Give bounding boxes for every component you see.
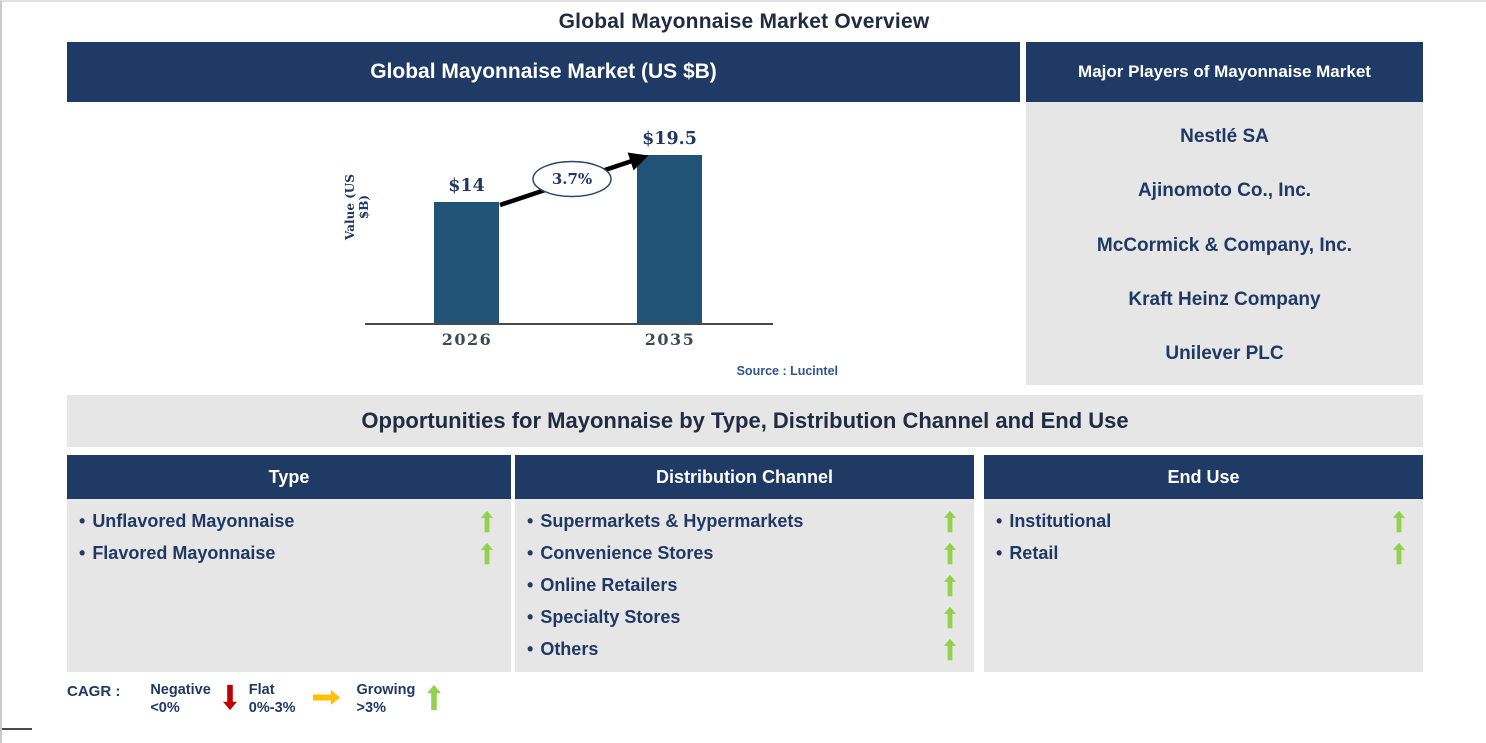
- item-label: Others: [540, 638, 599, 659]
- item-label: Online Retailers: [540, 574, 678, 595]
- column-header-type: Type: [67, 455, 511, 499]
- list-item: • Retail: [984, 537, 1423, 569]
- item-label: Convenience Stores: [540, 542, 714, 563]
- legend-item-flat: Flat 0%-3%: [249, 681, 296, 717]
- list-item: • Convenience Stores: [515, 537, 974, 569]
- growth-up-arrow-icon: [1393, 510, 1405, 532]
- bullet-icon: •: [527, 574, 534, 595]
- bar-group-2035: $19.5: [637, 129, 702, 323]
- svg-text:3.7%: 3.7%: [552, 170, 592, 188]
- column-body-distribution-channel: • Supermarkets & Hypermarkets • Convenie…: [515, 499, 974, 672]
- bullet-icon: •: [527, 510, 534, 531]
- market-chart: Value (US $B) $14 $19.5 2026 2035 3.7% S…: [67, 102, 1020, 392]
- major-players-list: Nestlé SA Ajinomoto Co., Inc. McCormick …: [1026, 102, 1423, 385]
- column-body-type: • Unflavored Mayonnaise • Flavored Mayon…: [67, 499, 511, 672]
- bullet-icon: •: [527, 606, 534, 627]
- major-players-header: Major Players of Mayonnaise Market: [1026, 42, 1423, 102]
- x-tick-2035: 2035: [644, 330, 696, 349]
- list-item: • Unflavored Mayonnaise: [67, 505, 511, 537]
- bar-2035: [637, 155, 702, 323]
- cagr-arrow-and-ellipse: 3.7%: [499, 152, 649, 208]
- page-title: Global Mayonnaise Market Overview: [558, 10, 930, 33]
- bar-2026: [434, 202, 499, 323]
- legend-item-name: Growing: [356, 682, 416, 698]
- down-arrow-icon: [222, 684, 237, 711]
- value-label-2026: $14: [448, 176, 485, 196]
- market-chart-header: Global Mayonnaise Market (US $B): [67, 42, 1020, 102]
- value-label-2035: $19.5: [642, 129, 697, 149]
- item-label: Unflavored Mayonnaise: [92, 510, 295, 531]
- legend-item-growing: Growing >3%: [357, 681, 416, 717]
- opportunities-banner: Opportunities for Mayonnaise by Type, Di…: [67, 395, 1423, 447]
- item-label: Institutional: [1009, 510, 1112, 531]
- x-tick-2026: 2026: [441, 330, 493, 349]
- list-item: • Others: [515, 633, 974, 665]
- legend-item-range: 0%-3%: [248, 700, 296, 717]
- legend-item-range: >3%: [356, 700, 386, 717]
- bullet-icon: •: [527, 542, 534, 563]
- column-body-end-use: • Institutional • Retail: [984, 499, 1423, 672]
- list-item: • Online Retailers: [515, 569, 974, 601]
- growth-up-arrow-icon: [944, 542, 956, 564]
- right-arrow-icon: [312, 690, 340, 705]
- legend-item-negative: Negative <0%: [150, 681, 210, 717]
- growth-up-arrow-icon: [481, 542, 493, 564]
- bullet-icon: •: [996, 510, 1003, 531]
- bullet-icon: •: [79, 510, 86, 531]
- source-label: Source : Lucintel: [736, 364, 838, 378]
- growth-up-arrow-icon: [944, 574, 956, 596]
- bullet-icon: •: [527, 638, 534, 659]
- company-item: Ajinomoto Co., Inc.: [1137, 180, 1312, 202]
- company-item: Nestlé SA: [1180, 126, 1269, 147]
- item-label: Flavored Mayonnaise: [92, 542, 276, 563]
- up-arrow-icon: [427, 684, 442, 711]
- item-label: Specialty Stores: [540, 606, 681, 627]
- list-item: • Specialty Stores: [515, 601, 974, 633]
- list-item: • Supermarkets & Hypermarkets: [515, 505, 974, 537]
- legend-label: CAGR :: [67, 683, 121, 700]
- bar-group-2026: $14: [434, 176, 499, 323]
- growth-up-arrow-icon: [1393, 542, 1405, 564]
- bullet-icon: •: [79, 542, 86, 563]
- column-header-distribution-channel: Distribution Channel: [515, 455, 974, 499]
- growth-up-arrow-icon: [944, 638, 956, 660]
- growth-up-arrow-icon: [944, 606, 956, 628]
- x-axis-line: [365, 323, 773, 325]
- legend-item-range: <0%: [150, 700, 180, 717]
- bullet-icon: •: [996, 542, 1003, 563]
- growth-up-arrow-icon: [481, 510, 493, 532]
- company-item: Kraft Heinz Company: [1128, 288, 1321, 310]
- cagr-legend: CAGR : Negative <0% Flat 0%-3% Growing >…: [67, 681, 442, 717]
- column-header-end-use: End Use: [984, 455, 1423, 499]
- growth-up-arrow-icon: [944, 510, 956, 532]
- list-item: • Institutional: [984, 505, 1423, 537]
- legend-item-name: Flat: [248, 682, 275, 698]
- company-item: McCormick & Company, Inc.: [1096, 234, 1353, 256]
- company-item: Unilever PLC: [1165, 343, 1284, 364]
- item-label: Retail: [1009, 542, 1059, 563]
- y-axis-label: Value (US $B): [343, 174, 371, 240]
- legend-item-name: Negative: [150, 682, 211, 698]
- item-label: Supermarkets & Hypermarkets: [540, 510, 804, 531]
- list-item: • Flavored Mayonnaise: [67, 537, 511, 569]
